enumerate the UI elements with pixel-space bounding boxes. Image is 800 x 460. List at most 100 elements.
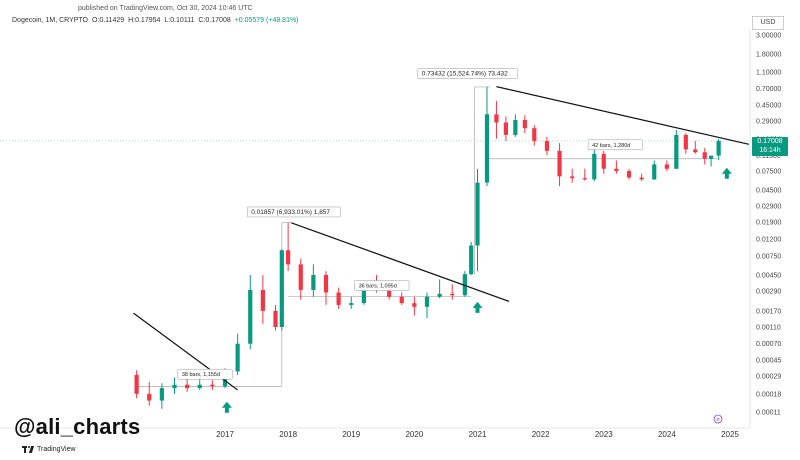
ohlc-open: O:0.11429 bbox=[91, 17, 125, 24]
price-tick-label: 0.00011 bbox=[756, 410, 781, 417]
candle-body bbox=[172, 384, 177, 389]
currency-button[interactable]: USD bbox=[752, 16, 784, 30]
candle bbox=[147, 381, 152, 406]
breakout-arrows bbox=[221, 167, 732, 413]
candle-body bbox=[210, 384, 215, 387]
candle-body bbox=[279, 250, 284, 327]
candle bbox=[693, 140, 698, 154]
candle bbox=[484, 86, 490, 187]
price-tick-label: 0.07500 bbox=[756, 169, 781, 176]
candle-body bbox=[147, 393, 152, 401]
tradingview-label: TradingView bbox=[37, 446, 76, 453]
candle-body bbox=[716, 140, 721, 156]
price-tick-label: 0.04500 bbox=[756, 187, 781, 194]
candle bbox=[592, 145, 597, 182]
candle-body bbox=[286, 250, 291, 265]
symbol-legend: Dogecoin, 1M, CRYPTO O:0.11429 H:0.17954… bbox=[12, 17, 299, 24]
candle-body bbox=[683, 134, 688, 150]
candle-body bbox=[664, 164, 669, 169]
candle-body bbox=[557, 150, 562, 177]
up-arrow-icon bbox=[721, 167, 732, 179]
candle-body bbox=[462, 274, 467, 296]
candle bbox=[503, 116, 509, 141]
candle-body bbox=[674, 134, 679, 169]
candle bbox=[522, 115, 527, 134]
candle bbox=[513, 114, 518, 137]
annotation-label: 0.01857 (6,933.01%) 1,857 bbox=[251, 209, 330, 216]
up-arrow-icon bbox=[221, 401, 232, 413]
candle-body bbox=[159, 388, 164, 401]
candle-body bbox=[349, 303, 354, 305]
candle-body bbox=[693, 149, 698, 153]
candle bbox=[614, 160, 619, 174]
candle-body bbox=[570, 176, 575, 179]
ohlc-low: L:0.10111 bbox=[164, 17, 195, 24]
candle bbox=[683, 133, 688, 154]
price-tick-label: 0.00070 bbox=[756, 341, 781, 348]
candle bbox=[475, 168, 480, 272]
last-price-value: 0.17008 bbox=[757, 138, 783, 145]
candle bbox=[674, 130, 679, 169]
candle-body bbox=[582, 178, 587, 180]
candle bbox=[469, 242, 474, 275]
price-tick-label: 0.29000 bbox=[756, 119, 781, 126]
candle-body bbox=[475, 182, 480, 246]
candle bbox=[210, 380, 215, 390]
candle-body bbox=[484, 114, 490, 183]
up-arrow-icon bbox=[472, 301, 483, 313]
price-tick-label: 0.00170 bbox=[756, 308, 781, 315]
trendline-3 bbox=[496, 86, 750, 145]
candle-body bbox=[469, 245, 474, 275]
candle-body bbox=[336, 292, 341, 305]
time-tick-label: 2017 bbox=[216, 430, 234, 439]
candle-body bbox=[248, 289, 253, 344]
candle-body bbox=[424, 296, 430, 307]
price-tick-label: 1.80000 bbox=[756, 51, 781, 58]
candle-body bbox=[260, 289, 265, 311]
published-caption: published on TradingView.com, Oct 30, 20… bbox=[78, 5, 253, 12]
candle bbox=[570, 168, 575, 183]
candle bbox=[298, 258, 303, 300]
candle bbox=[716, 138, 721, 161]
candle-body bbox=[522, 119, 527, 129]
candle bbox=[494, 101, 499, 139]
annotations: 38 bars, 1,155d 0.01857 (6,933.01%) 1,857… bbox=[177, 68, 643, 380]
candle-body bbox=[601, 153, 606, 169]
candles bbox=[134, 86, 721, 409]
candle bbox=[601, 150, 606, 174]
candle-body bbox=[708, 155, 714, 159]
candle-body bbox=[702, 152, 707, 159]
candle bbox=[652, 160, 657, 180]
candle-body bbox=[503, 122, 509, 135]
candle-body bbox=[185, 384, 190, 389]
candle-body bbox=[450, 293, 455, 296]
candle bbox=[708, 155, 714, 167]
author-watermark: @ali_charts bbox=[14, 414, 141, 439]
candle bbox=[462, 271, 467, 297]
ohlc-high: H:0.17954 bbox=[128, 17, 161, 24]
time-tick-label: 2020 bbox=[405, 430, 423, 439]
candle bbox=[286, 222, 291, 272]
price-tick-label: 0.45000 bbox=[756, 102, 781, 109]
annotation-box bbox=[247, 206, 341, 218]
price-tick-label: 3.00000 bbox=[756, 32, 781, 39]
candle bbox=[172, 377, 177, 394]
candle-body bbox=[652, 164, 657, 180]
price-tick-label: 0.70000 bbox=[756, 86, 781, 93]
candle bbox=[323, 271, 329, 305]
candle bbox=[273, 304, 278, 331]
candle bbox=[557, 143, 562, 187]
price-tick-label: 0.01900 bbox=[756, 219, 781, 226]
price-tick-label: 1.10000 bbox=[756, 70, 781, 77]
price-tick-label: 0.01200 bbox=[756, 236, 781, 243]
candle bbox=[412, 296, 417, 316]
price-tick-label: 0.11500 bbox=[756, 153, 781, 160]
range-guides bbox=[136, 86, 718, 387]
candle bbox=[639, 173, 644, 182]
candle bbox=[336, 287, 341, 309]
annotation-label: 36 bars, 1,095d bbox=[359, 284, 397, 290]
candle-body bbox=[361, 287, 366, 304]
candle bbox=[544, 136, 550, 156]
candle bbox=[260, 274, 265, 324]
